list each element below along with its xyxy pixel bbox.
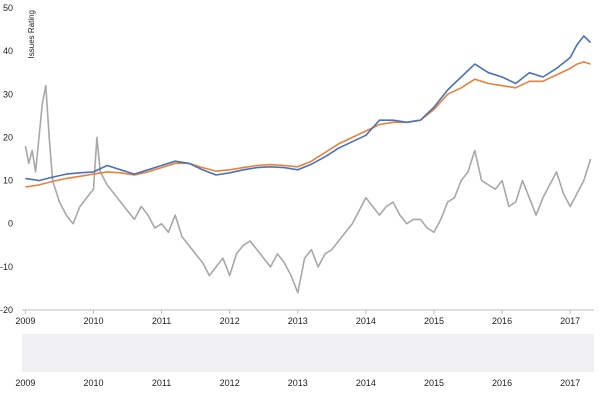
x-tick-label: 2012 <box>220 316 240 326</box>
navigator-tick-label: 2013 <box>288 378 308 388</box>
navigator-axis: 2009 2010 2011 2012 2013 2014 2015 2016 2017 <box>15 378 580 388</box>
y-tick-label: 40 <box>3 46 13 56</box>
navigator-tick-label: 2010 <box>83 378 103 388</box>
y-axis: -20 -10 0 10 20 30 40 50 <box>0 3 13 315</box>
navigator-tick-label: 2015 <box>424 378 444 388</box>
navigator-tick-label: 2011 <box>152 378 171 388</box>
series-layer <box>24 35 592 294</box>
x-tick-label: 2017 <box>560 316 580 326</box>
navigator-tick-label: 2014 <box>356 378 376 388</box>
x-tick-label: 2010 <box>83 316 103 326</box>
y-axis-label: Issues Rating <box>27 10 36 58</box>
x-axis: 2009 2010 2011 2012 2013 2014 2015 2016 2017 <box>15 310 580 326</box>
series-line-3 <box>24 84 592 294</box>
x-tick-label: 2015 <box>424 316 444 326</box>
x-tick-label: 2011 <box>152 316 171 326</box>
navigator-tick-label: 2017 <box>560 378 580 388</box>
x-tick-label: 2009 <box>15 316 35 326</box>
y-tick-label: 50 <box>3 3 13 13</box>
y-tick-label: -10 <box>0 262 13 272</box>
y-tick-label: 30 <box>3 89 13 99</box>
y-tick-label: 20 <box>3 132 13 142</box>
x-tick-label: 2013 <box>288 316 308 326</box>
y-tick-label: -20 <box>0 305 13 315</box>
series-line-1 <box>25 35 592 182</box>
navigator-tick-label: 2009 <box>15 378 35 388</box>
series-line-2 <box>25 61 591 188</box>
x-tick-label: 2016 <box>492 316 512 326</box>
y-tick-label: 0 <box>8 219 13 229</box>
navigator-tick-label: 2012 <box>220 378 240 388</box>
x-tick-label: 2014 <box>356 316 376 326</box>
range-navigator[interactable] <box>22 334 594 372</box>
plot-background <box>22 8 594 309</box>
y-tick-label: 10 <box>3 176 13 186</box>
navigator-tick-label: 2016 <box>492 378 512 388</box>
